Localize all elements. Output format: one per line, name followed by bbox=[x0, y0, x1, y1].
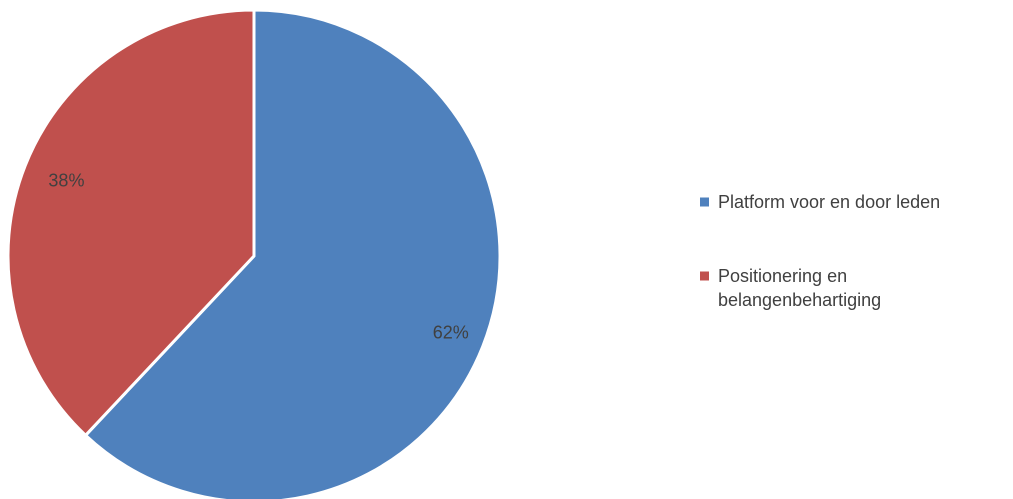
legend: Platform voor en door leden Positionering… bbox=[700, 192, 940, 310]
pie-slice-2 bbox=[6, 8, 256, 437]
legend-swatch-1 bbox=[700, 197, 709, 207]
legend-label-1: Platform voor en door leden bbox=[718, 192, 940, 212]
data-labels: 62% 38% bbox=[48, 170, 468, 342]
pie-slice-1 bbox=[84, 8, 502, 499]
legend-swatch-2 bbox=[700, 271, 709, 281]
pie-slices bbox=[6, 8, 502, 499]
data-label-2: 38% bbox=[48, 170, 84, 190]
legend-label-2: Positionering en belangenbehartiging bbox=[718, 266, 881, 310]
data-label-1: 62% bbox=[433, 323, 469, 343]
